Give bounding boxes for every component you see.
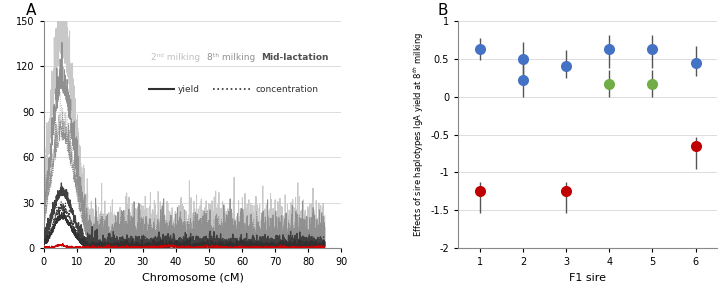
Y-axis label: Effects of sire haplotypes IgA yield at 8$^{th}$ milking: Effects of sire haplotypes IgA yield at …	[412, 32, 426, 237]
X-axis label: F1 sire: F1 sire	[569, 273, 606, 283]
X-axis label: Chromosome (cM): Chromosome (cM)	[141, 273, 243, 283]
Text: concentration: concentration	[255, 85, 318, 94]
Text: B: B	[438, 3, 448, 18]
Text: A: A	[25, 3, 36, 18]
Text: Mid-lactation: Mid-lactation	[261, 53, 328, 62]
Text: 8ᵗʰ milking: 8ᵗʰ milking	[207, 53, 256, 62]
Text: 2ⁿᵈ milking: 2ⁿᵈ milking	[151, 53, 200, 62]
Text: yield: yield	[178, 85, 199, 94]
